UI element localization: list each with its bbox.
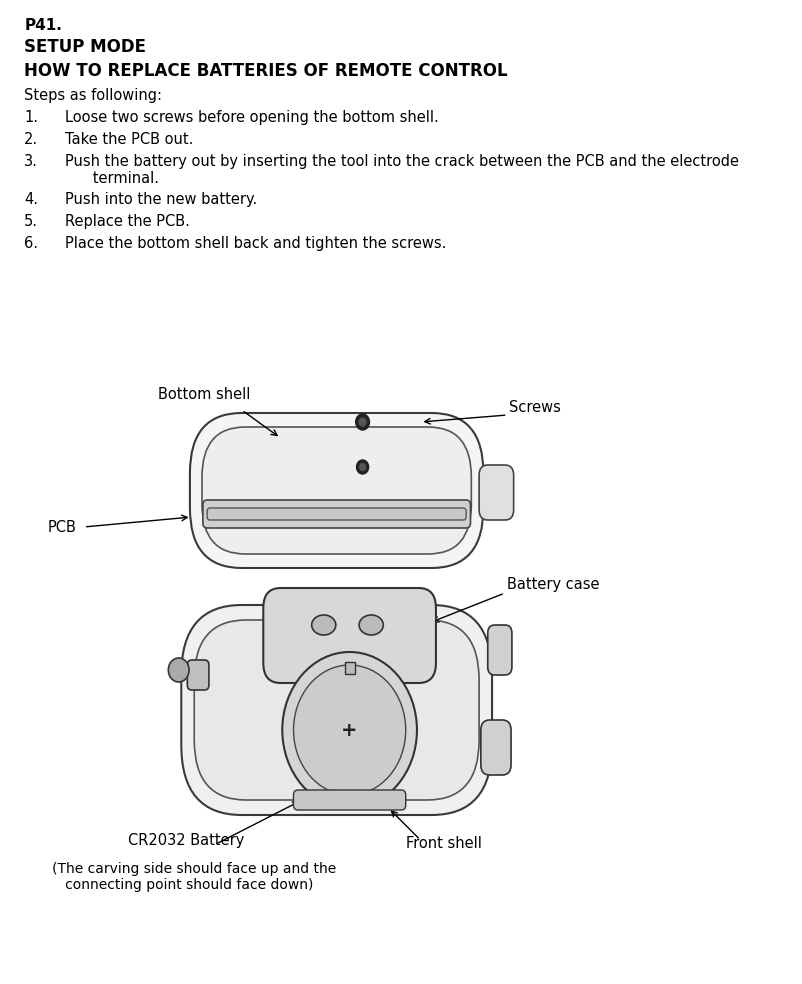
Text: Screws: Screws (508, 400, 561, 414)
Text: 2.: 2. (24, 132, 38, 147)
Circle shape (168, 658, 188, 682)
Text: Bottom shell: Bottom shell (158, 387, 250, 402)
Circle shape (355, 414, 369, 430)
Circle shape (294, 665, 405, 795)
Text: 6.: 6. (24, 236, 38, 251)
Circle shape (358, 418, 366, 426)
FancyBboxPatch shape (207, 508, 466, 520)
Text: Steps as following:: Steps as following: (24, 88, 162, 103)
Text: Replace the PCB.: Replace the PCB. (65, 214, 189, 229)
Text: Battery case: Battery case (506, 578, 598, 592)
Text: Front shell: Front shell (405, 835, 481, 850)
Text: HOW TO REPLACE BATTERIES OF REMOTE CONTROL: HOW TO REPLACE BATTERIES OF REMOTE CONTR… (24, 62, 507, 80)
Text: CR2032 Battery: CR2032 Battery (128, 832, 244, 847)
FancyBboxPatch shape (203, 500, 470, 528)
Ellipse shape (358, 615, 383, 635)
Text: +: + (341, 720, 358, 740)
FancyBboxPatch shape (487, 625, 512, 675)
FancyBboxPatch shape (263, 588, 435, 683)
Circle shape (282, 652, 416, 808)
Text: (The carving side should face up and the
   connecting point should face down): (The carving side should face up and the… (52, 862, 335, 892)
Text: SETUP MODE: SETUP MODE (24, 38, 146, 56)
Text: 4.: 4. (24, 192, 38, 207)
FancyBboxPatch shape (181, 605, 492, 815)
Circle shape (356, 460, 368, 474)
Text: 1.: 1. (24, 110, 38, 125)
Text: 3.: 3. (24, 154, 38, 169)
Text: PCB: PCB (47, 520, 76, 534)
FancyBboxPatch shape (480, 720, 510, 775)
Text: 5.: 5. (24, 214, 38, 229)
Text: Push the battery out by inserting the tool into the crack between the PCB and th: Push the battery out by inserting the to… (65, 154, 738, 186)
FancyBboxPatch shape (479, 465, 513, 520)
FancyBboxPatch shape (294, 790, 405, 810)
Text: P41.: P41. (24, 18, 62, 33)
FancyBboxPatch shape (194, 620, 479, 800)
FancyBboxPatch shape (190, 413, 483, 568)
Ellipse shape (311, 615, 335, 635)
Text: Push into the new battery.: Push into the new battery. (65, 192, 257, 207)
Circle shape (359, 463, 365, 470)
FancyBboxPatch shape (202, 427, 471, 554)
FancyBboxPatch shape (187, 660, 209, 690)
Text: Take the PCB out.: Take the PCB out. (65, 132, 192, 147)
Text: Loose two screws before opening the bottom shell.: Loose two screws before opening the bott… (65, 110, 438, 125)
Text: Place the bottom shell back and tighten the screws.: Place the bottom shell back and tighten … (65, 236, 446, 251)
